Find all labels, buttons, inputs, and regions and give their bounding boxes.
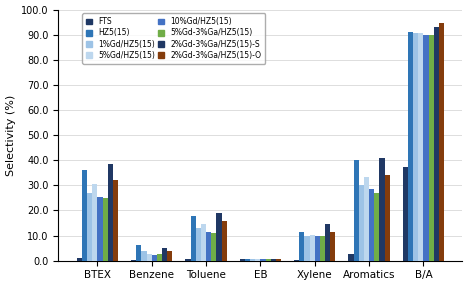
Bar: [255, 259, 260, 261]
Bar: [136, 245, 141, 261]
Bar: [162, 248, 167, 261]
Bar: [82, 170, 87, 261]
Bar: [102, 198, 108, 261]
Bar: [271, 259, 276, 261]
Bar: [418, 33, 424, 261]
Bar: [359, 185, 364, 261]
Bar: [221, 221, 227, 261]
Bar: [87, 193, 92, 261]
Bar: [240, 259, 245, 261]
Bar: [369, 189, 374, 261]
Bar: [113, 180, 118, 261]
Bar: [325, 224, 330, 261]
Bar: [385, 175, 390, 261]
Bar: [152, 255, 157, 261]
Bar: [429, 35, 434, 261]
Bar: [92, 184, 97, 261]
Bar: [330, 232, 336, 261]
Bar: [211, 233, 216, 261]
Bar: [408, 32, 413, 261]
Bar: [260, 259, 265, 261]
Bar: [434, 27, 439, 261]
Bar: [245, 259, 250, 261]
Bar: [294, 260, 299, 261]
Bar: [364, 176, 369, 261]
Bar: [403, 166, 408, 261]
Bar: [250, 259, 255, 261]
Bar: [413, 33, 418, 261]
Bar: [349, 255, 354, 261]
Bar: [206, 232, 211, 261]
Bar: [201, 224, 206, 261]
Bar: [167, 251, 172, 261]
Bar: [141, 251, 146, 261]
Bar: [304, 236, 309, 261]
Bar: [424, 35, 429, 261]
Bar: [146, 254, 152, 261]
Y-axis label: Selectivity (%): Selectivity (%): [6, 94, 15, 176]
Bar: [299, 232, 304, 261]
Bar: [309, 235, 315, 261]
Bar: [77, 258, 82, 261]
Bar: [190, 216, 196, 261]
Bar: [276, 259, 281, 261]
Bar: [216, 213, 221, 261]
Bar: [380, 158, 385, 261]
Bar: [157, 255, 162, 261]
Bar: [196, 228, 201, 261]
Bar: [97, 197, 102, 261]
Bar: [315, 236, 320, 261]
Bar: [374, 193, 380, 261]
Legend: FTS, HZ5(15), 1%Gd/HZ5(15), 5%Gd/HZ5(15), 10%Gd/HZ5(15), 5%Gd-3%Ga/HZ5(15), 2%Gd: FTS, HZ5(15), 1%Gd/HZ5(15), 5%Gd/HZ5(15)…: [82, 13, 265, 64]
Bar: [354, 160, 359, 261]
Bar: [108, 164, 113, 261]
Bar: [131, 260, 136, 261]
Bar: [320, 236, 325, 261]
Bar: [439, 23, 444, 261]
Bar: [265, 259, 271, 261]
Bar: [185, 259, 190, 261]
